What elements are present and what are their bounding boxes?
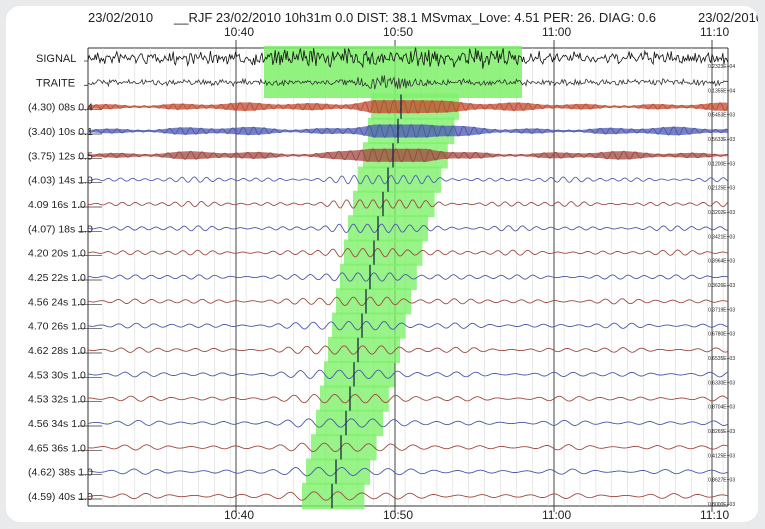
row-scale: 0.5633E+03	[708, 137, 735, 143]
peak-markers	[331, 94, 402, 509]
trace-filtered	[87, 442, 729, 452]
highlight-window	[328, 336, 400, 364]
trace-filtered	[87, 491, 729, 501]
header-date-right: 23/02/2010	[698, 10, 758, 25]
row-label: 4.56 24s 1.0	[28, 296, 86, 308]
row-scale: 0.2323E+04	[708, 64, 735, 70]
trace-filtered	[87, 174, 729, 185]
row-scale: 0.6780E+03	[708, 332, 735, 338]
highlight-window	[316, 409, 384, 437]
trace-filtered	[87, 99, 729, 114]
trace-filtered	[87, 418, 729, 428]
row-scale: 0.6535E+03	[708, 356, 735, 362]
trace-filtered	[87, 148, 729, 163]
row-label: 4.53 30s 1.0	[28, 369, 86, 381]
row-label: (4.59) 40s 1.0	[28, 491, 93, 503]
row-scale: 0.8000E+03	[708, 502, 735, 508]
highlight-windows	[264, 46, 522, 510]
highlight-window	[320, 385, 389, 412]
highlight-window	[332, 312, 406, 339]
highlight-window	[324, 361, 395, 388]
trace-filtered	[87, 223, 729, 233]
highlight-window	[353, 190, 435, 218]
trace-envelope	[88, 124, 728, 138]
trace-signal	[87, 47, 728, 69]
row-scale: 0.3202E+03	[708, 210, 735, 216]
tick-label-top: 11:10	[700, 25, 729, 39]
row-label: 4.65 36s 1.0	[28, 442, 86, 454]
trace-envelope	[88, 148, 728, 162]
highlight-window	[336, 288, 412, 315]
header-date-left: 23/02/2010	[88, 10, 153, 25]
row-scale: 0.4125E+03	[708, 453, 735, 459]
time-ticks: 10:40 10:40 10:50 10:50 11:00 11:00 11:10 11:10	[224, 25, 729, 522]
row-scale: 0.1200E+03	[708, 161, 735, 167]
row-scale: 0.3421E+03	[708, 234, 735, 240]
row-label: (3.75) 12s 0.5	[28, 150, 93, 162]
trace-filtered	[87, 345, 729, 355]
row-label: 4.53 32s 1.0	[28, 394, 86, 406]
row-scale: 0.3964E+03	[708, 259, 735, 265]
tick-label-bottom: 11:10	[700, 508, 729, 522]
seismogram-card: 23/02/2010 __RJF 23/02/2010 10h31m 0.0 D…	[6, 6, 758, 522]
row-label: SIGNAL	[36, 53, 76, 65]
row-label: (4.62) 38s 1.0	[28, 467, 93, 479]
tick-label-bottom: 11:00	[542, 508, 571, 522]
trace-filtered	[87, 296, 729, 306]
row-scale: 0.8265E+03	[708, 429, 735, 435]
row-scales: 0.2323E+04 0.1355E+04 0.5453E+03 0.5633E+03…	[708, 64, 735, 508]
row-label: (4.07) 18s 1.0	[28, 223, 93, 235]
trace-envelope	[88, 100, 728, 114]
tick-label-bottom: 10:50	[383, 508, 413, 522]
tick-label-bottom: 10:40	[224, 508, 254, 522]
row-label: (3.40) 10s 0.1	[28, 126, 93, 138]
row-label: (4.03) 14s 1.0	[28, 175, 93, 187]
trace-filtered	[88, 394, 729, 404]
row-label: 4.62 28s 1.0	[28, 345, 86, 357]
highlight-window	[311, 434, 377, 461]
row-scale: 0.1355E+04	[708, 88, 735, 94]
trace-filtered	[88, 272, 729, 282]
row-label: 4.25 22s 1.0	[28, 272, 86, 284]
highlight-window	[344, 239, 423, 266]
grid	[87, 40, 729, 512]
trace-filtered	[87, 467, 729, 477]
highlight-box-top	[264, 46, 522, 98]
row-labels: SIGNAL TRAITE (4.30) 08s 0.4 (3.40) 10s 0.1…	[28, 53, 102, 503]
row-label: 4.09 16s 1.0	[28, 199, 86, 211]
row-label: 4.56 34s 1.0	[28, 418, 86, 430]
row-label: 4.20 20s 1.0	[28, 248, 86, 260]
trace-traite	[87, 75, 728, 90]
tick-label-top: 11:00	[542, 25, 571, 39]
seismogram-chart: 23/02/2010 __RJF 23/02/2010 10h31m 0.0 D…	[28, 10, 758, 522]
trace-filtered	[87, 369, 729, 379]
row-scale: 0.3719E+03	[708, 307, 735, 313]
row-scale: 0.8627E+03	[708, 478, 735, 484]
trace-filtered	[87, 321, 729, 331]
tick-label-top: 10:40	[224, 25, 254, 39]
row-scale: 0.3626E+03	[708, 283, 735, 289]
highlight-window	[306, 458, 370, 485]
row-scale: 0.8704E+03	[708, 405, 735, 411]
trace-filtered	[87, 123, 729, 139]
header-info: __RJF 23/02/2010 10h31m 0.0 DIST: 38.1 M…	[173, 10, 656, 25]
row-label: (4.30) 08s 0.4	[28, 102, 93, 114]
row-label: 4.70 26s 1.0	[28, 321, 86, 333]
highlight-window	[348, 215, 428, 242]
row-scale: 0.6330E+03	[708, 380, 735, 386]
row-label: TRAITE	[36, 77, 75, 89]
highlight-window	[302, 482, 365, 510]
row-scale: 0.5453E+03	[708, 113, 735, 119]
highlight-window	[358, 166, 442, 193]
row-scale: 0.2125E+03	[708, 186, 735, 192]
trace-filtered	[87, 199, 729, 209]
trace-filtered	[87, 248, 729, 258]
traces	[87, 47, 729, 501]
tick-label-top: 10:50	[383, 25, 413, 39]
